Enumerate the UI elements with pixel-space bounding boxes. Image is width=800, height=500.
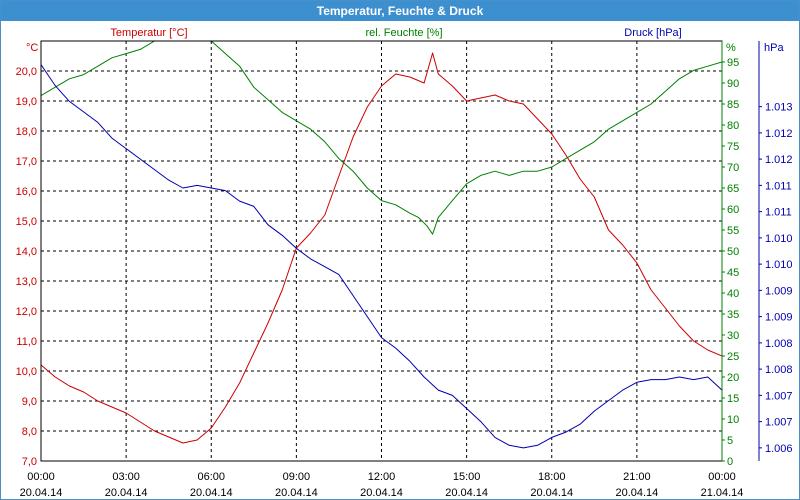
series-lines — [41, 41, 722, 449]
pressure-tick-label: 1.012 — [765, 154, 793, 166]
pressure-tick-label: 1.010 — [765, 233, 793, 245]
temperature-tick-label: 18,0 — [16, 126, 37, 138]
pressure-tick-label: 1.009 — [765, 312, 793, 324]
pressure-tick-label: 1.007 — [765, 390, 793, 402]
humidity-tick-label: 85 — [727, 99, 739, 111]
humidity-tick-label: 35 — [727, 309, 739, 321]
humidity-unit-label: % — [726, 42, 736, 54]
x-tick-date: 20.04.14 — [105, 487, 148, 499]
x-tick-time: 06:00 — [197, 471, 225, 483]
pressure-tick-label: 1.008 — [765, 364, 793, 376]
humidity-tick-label: 5 — [727, 435, 733, 447]
x-tick-date: 20.04.14 — [20, 487, 63, 499]
humidity-tick-label: 70 — [727, 162, 739, 174]
temperature-tick-label: 15,0 — [16, 216, 37, 228]
pressure-axis-title: Druck [hPa] — [624, 27, 681, 39]
pressure-unit-label: hPa — [764, 42, 784, 54]
x-tick-date: 20.04.14 — [615, 487, 658, 499]
humidity-tick-label: 10 — [727, 414, 739, 426]
pressure-axis: 1.006 1.007 1.007 1.008 1.008 1.009 1.009 1.010… — [758, 41, 793, 461]
x-tick-date: 20.04.14 — [360, 487, 403, 499]
x-tick-time: 00:00 — [27, 471, 55, 483]
humidity-tick-label: 40 — [727, 288, 739, 300]
humidity-axis: 0 5 10 15 20 25 30 35 40 45 50 55 60 65 70 75 80 85 90 95 — [721, 41, 739, 468]
humidity-tick-label: 65 — [727, 183, 739, 195]
temperature-series-line — [41, 52, 722, 444]
x-tick-date: 20.04.14 — [530, 487, 573, 499]
pressure-tick-label: 1.009 — [765, 285, 793, 297]
temperature-axis-title: Temperatur [°C] — [110, 27, 187, 39]
temperature-tick-label: 19,0 — [16, 96, 37, 108]
humidity-series-line — [41, 41, 722, 235]
temperature-tick-label: 12,0 — [16, 306, 37, 318]
humidity-tick-label: 75 — [727, 141, 739, 153]
humidity-tick-label: 55 — [727, 225, 739, 237]
x-tick-date: 20.04.14 — [445, 487, 488, 499]
humidity-tick-label: 20 — [727, 372, 739, 384]
x-tick-time: 15:00 — [453, 471, 481, 483]
humidity-tick-label: 0 — [727, 456, 733, 468]
pressure-tick-label: 1.011 — [765, 180, 792, 192]
x-tick-time: 12:00 — [368, 471, 396, 483]
humidity-tick-label: 25 — [727, 351, 739, 363]
pressure-tick-label: 1.010 — [765, 259, 793, 271]
x-tick-time: 00:00 — [708, 471, 736, 483]
pressure-tick-label: 1.008 — [765, 338, 793, 350]
temperature-tick-label: 14,0 — [16, 246, 37, 258]
x-tick-time: 18:00 — [538, 471, 566, 483]
temperature-axis: 7,0 8,0 9,0 10,0 11,0 12,0 13,0 14,0 15,0 16,0 17,… — [16, 66, 37, 468]
temperature-tick-label: 9,0 — [22, 396, 37, 408]
x-tick-date: 21.04.14 — [701, 487, 744, 499]
pressure-tick-label: 1.013 — [765, 102, 793, 114]
temperature-tick-label: 20,0 — [16, 66, 37, 78]
humidity-tick-label: 95 — [727, 57, 739, 69]
pressure-tick-label: 1.012 — [765, 128, 793, 140]
temperature-tick-label: 8,0 — [22, 426, 37, 438]
pressure-tick-label: 1.006 — [765, 443, 793, 455]
temperature-unit-label: °C — [26, 42, 38, 54]
temperature-tick-label: 16,0 — [16, 186, 37, 198]
humidity-tick-label: 15 — [727, 393, 739, 405]
temperature-tick-label: 7,0 — [22, 456, 37, 468]
humidity-axis-title: rel. Feuchte [%] — [365, 27, 442, 39]
humidity-tick-label: 80 — [727, 120, 739, 132]
x-tick-time: 21:00 — [623, 471, 651, 483]
pressure-tick-label: 1.011 — [765, 207, 792, 219]
temperature-tick-label: 10,0 — [16, 366, 37, 378]
humidity-tick-label: 50 — [727, 246, 739, 258]
pressure-tick-label: 1.007 — [765, 417, 793, 429]
x-tick-time: 09:00 — [283, 471, 311, 483]
grid — [41, 41, 722, 461]
humidity-tick-label: 60 — [727, 204, 739, 216]
pressure-series-line — [41, 64, 722, 449]
window-title-bar: Temperatur, Feuchte & Druck — [1, 1, 799, 21]
temperature-tick-label: 13,0 — [16, 276, 37, 288]
x-tick-date: 20.04.14 — [190, 487, 233, 499]
temperature-tick-label: 17,0 — [16, 156, 37, 168]
x-tick-date: 20.04.14 — [275, 487, 318, 499]
x-tick-time: 03:00 — [112, 471, 140, 483]
humidity-tick-label: 90 — [727, 78, 739, 90]
temperature-tick-label: 11,0 — [16, 336, 37, 348]
time-axis: 00:00 20.04.14 03:00 20.04.14 06:00 20.04.14 0… — [20, 471, 744, 499]
humidity-tick-label: 30 — [727, 330, 739, 342]
humidity-tick-label: 45 — [727, 267, 739, 279]
